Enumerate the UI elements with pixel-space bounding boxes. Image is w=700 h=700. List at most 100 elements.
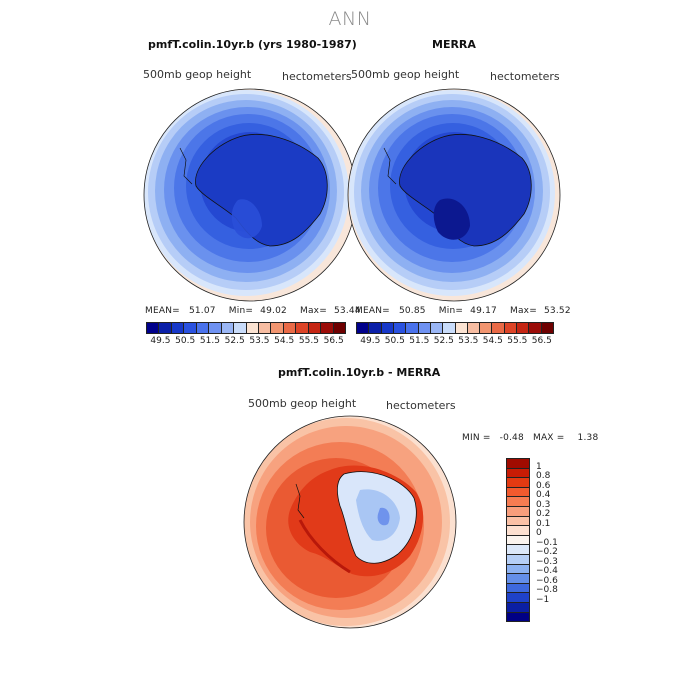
colorbar-swatch: [418, 323, 431, 333]
diff-colorbar-swatch: [507, 574, 529, 584]
diff-colorbar-swatch: [507, 506, 529, 517]
panel1-units: hectometers: [282, 70, 352, 83]
diff-stats: MIN = -0.48 MAX = 1.38: [462, 433, 598, 443]
diff-colorbar-label: 0.4: [536, 490, 551, 501]
model-map: [144, 89, 356, 301]
diff-map: [244, 416, 456, 628]
panel1-mean: 51.07: [188, 306, 216, 316]
diff-colorbar-label: 0.8: [536, 471, 551, 482]
colorbar-tick-label: 53.5: [249, 336, 270, 346]
colorbar-tick-label: 55.5: [507, 336, 528, 346]
colorbar-swatch: [517, 323, 530, 333]
diff-colorbar-label: 1: [536, 461, 542, 472]
colorbar-swatch: [308, 323, 322, 333]
diff-colorbar-swatch: [507, 564, 529, 575]
colorbar-tick-label: 54.5: [274, 336, 295, 346]
panel2-colorbar: [356, 322, 554, 334]
panel2-stats: MEAN= 50.85 Min= 49.17 Max= 53.52: [355, 306, 571, 316]
diff-colorbar-label: −0.6: [536, 575, 558, 586]
diff-colorbar-swatch: [507, 602, 529, 613]
colorbar-swatch: [443, 323, 456, 333]
diff-min-label: MIN =: [462, 433, 491, 443]
diff-title: pmfT.colin.10yr.b - MERRA: [278, 366, 441, 379]
diff-colorbar-swatch: [507, 535, 529, 546]
colorbar-tick-label: 56.5: [531, 336, 552, 346]
colorbar-swatch: [296, 323, 309, 333]
colorbar-swatch: [171, 323, 185, 333]
colorbar-tick-label: 49.5: [360, 336, 381, 346]
colorbar-swatch: [221, 323, 235, 333]
panel2-mean: 50.85: [398, 306, 426, 316]
diff-field: 500mb geop height: [248, 397, 357, 410]
diff-colorbar-label: −0.4: [536, 566, 558, 577]
colorbar-swatch: [184, 323, 197, 333]
diff-colorbar-label: −0.2: [536, 547, 558, 558]
diff-colorbar-label: −0.3: [536, 556, 558, 567]
panel2-min: 49.17: [470, 306, 497, 316]
colorbar-tick-label: 52.5: [433, 336, 454, 346]
colorbar-tick-label: 50.5: [384, 336, 405, 346]
diff-colorbar-swatch: [507, 487, 529, 498]
diff-min: -0.48: [499, 433, 524, 443]
diff-colorbar-label: 0.2: [536, 509, 551, 520]
colorbar-swatch: [455, 323, 468, 333]
colorbar-swatch: [480, 323, 493, 333]
colorbar-swatch: [209, 323, 222, 333]
panel1-title: pmfT.colin.10yr.b (yrs 1980-1987): [148, 38, 357, 51]
panel1-colorbar: [146, 322, 346, 334]
panel2-min-label: Min=: [438, 306, 464, 316]
diff-colorbar-swatch: [507, 459, 529, 469]
colorbar-swatch: [234, 323, 247, 333]
colorbar-swatch: [369, 323, 382, 333]
colorbar-tick-label: 56.5: [323, 336, 344, 346]
colorbar-tick-label: 50.5: [175, 336, 196, 346]
colorbar-tick-label: 49.5: [150, 336, 171, 346]
colorbar-tick-label: 51.5: [409, 336, 430, 346]
panel1-mean-label: MEAN=: [145, 306, 180, 316]
colorbar-swatch: [196, 323, 210, 333]
colorbar-swatch: [258, 323, 272, 333]
diff-map-border: [243, 415, 457, 629]
colorbar-swatch: [393, 323, 407, 333]
diff-colorbar-swatch: [507, 612, 529, 622]
colorbar-swatch: [492, 323, 505, 333]
panel1-min-label: Min=: [228, 306, 254, 316]
colorbar-tick-label: 55.5: [298, 336, 319, 346]
diff-units: hectometers: [386, 399, 456, 412]
colorbar-swatch: [381, 323, 394, 333]
panel2-title: MERRA: [432, 38, 476, 51]
diff-colorbar-label: 0.6: [536, 480, 551, 491]
colorbar-swatch: [271, 323, 284, 333]
colorbar-tick-label: 54.5: [482, 336, 503, 346]
panel1-max-label: Max=: [299, 306, 327, 316]
merra-map-border: [347, 88, 561, 302]
diff-max: 1.38: [577, 433, 599, 443]
diff-max-label: MAX =: [532, 433, 565, 443]
panel1-max: 53.44: [334, 306, 361, 316]
panel2-max-label: Max=: [509, 306, 537, 316]
panel1-field: 500mb geop height: [143, 68, 252, 81]
diff-colorbar-label: −0.1: [536, 537, 558, 548]
colorbar-tick-label: 51.5: [199, 336, 220, 346]
panel2-max: 53.52: [544, 306, 571, 316]
colorbar-swatch: [467, 323, 481, 333]
colorbar-swatch: [147, 323, 160, 333]
diff-colorbar-swatch: [507, 516, 529, 527]
diff-colorbar-swatch: [507, 468, 529, 479]
diff-colorbar-label: −0.8: [536, 585, 558, 596]
diff-colorbar-label: 0.1: [536, 518, 551, 529]
colorbar-swatch: [159, 323, 172, 333]
merra-map: [348, 89, 560, 301]
diff-colorbar-swatch: [507, 583, 529, 594]
panel1-min: 49.02: [260, 306, 287, 316]
main-title: ANN: [328, 8, 372, 30]
panel2-units: hectometers: [490, 70, 560, 83]
colorbar-swatch: [357, 323, 370, 333]
colorbar-swatch: [406, 323, 419, 333]
diff-colorbar-swatch: [507, 545, 529, 555]
diff-colorbar-swatch: [507, 497, 529, 507]
colorbar-swatch: [504, 323, 518, 333]
panel2-mean-label: MEAN=: [355, 306, 390, 316]
colorbar-tick-label: 53.5: [458, 336, 479, 346]
